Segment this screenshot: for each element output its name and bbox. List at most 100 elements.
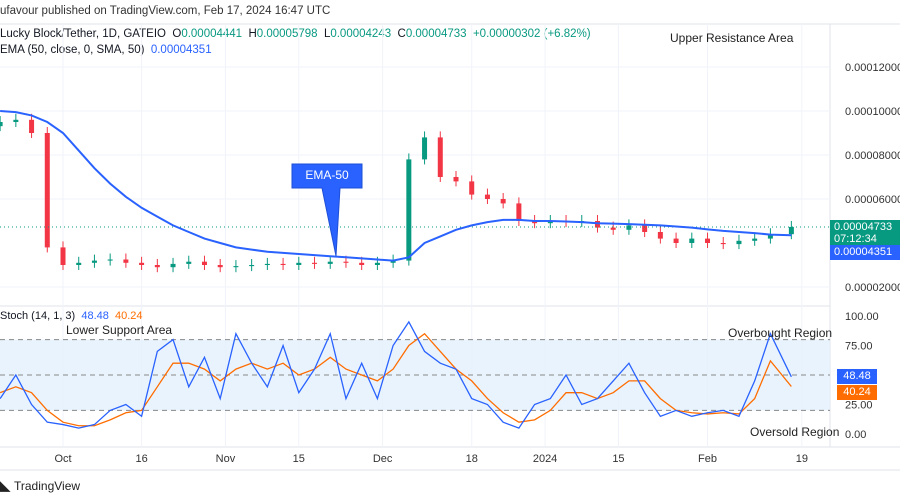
candle-body — [296, 262, 302, 265]
candle-body — [343, 261, 349, 263]
footer-brand[interactable]: TradingView — [14, 479, 81, 493]
stoch-tick: 75.00 — [845, 341, 873, 353]
time-tick: Dec — [373, 453, 393, 465]
open-value: 0.00004441 — [181, 28, 243, 40]
candle-body — [767, 234, 773, 239]
candle-body — [217, 265, 223, 268]
ema-value: 0.00004351 — [150, 44, 212, 56]
price-tick: 0.00008000 — [845, 150, 900, 162]
candle-body — [201, 261, 207, 265]
countdown: 07:12:34 — [834, 233, 877, 245]
candle-body — [469, 181, 475, 195]
candle-body — [594, 221, 600, 228]
candle-body — [76, 262, 82, 265]
tradingview-logo-icon: ◣ — [0, 478, 10, 493]
stoch-tick: 100.00 — [845, 311, 879, 323]
candle-body — [107, 259, 113, 261]
stoch-d-value: 40.24 — [115, 310, 143, 322]
footer: ◣ TradingView — [0, 478, 80, 494]
ema-legend[interactable]: EMA (50, close, 0, SMA, 50) 0.00004351 — [0, 44, 212, 56]
stoch-d-tag: 40.24 — [837, 385, 877, 400]
ema-label: EMA (50, close, 0, SMA, 50) — [0, 44, 145, 56]
oversold-label: Oversold Region — [750, 425, 840, 439]
candle-body — [657, 232, 663, 239]
price-tick: 0.00006000 — [845, 194, 900, 206]
candle-body — [327, 261, 333, 264]
open-label: O — [172, 28, 182, 40]
candle-body — [44, 133, 50, 248]
close-label: C — [397, 28, 406, 40]
candle-body — [422, 137, 428, 160]
candle-body — [705, 238, 711, 243]
last-price: 0.00004733 — [834, 221, 893, 233]
stoch-legend[interactable]: Stoch (14, 1, 3) 48.48 40.24 — [0, 310, 143, 322]
publisher-line: ufavour published on TradingView.com, Fe… — [0, 5, 331, 17]
candle-body — [0, 122, 3, 127]
time-tick: 19 — [796, 453, 808, 465]
candle-body — [500, 199, 506, 204]
stoch-k-value: 48.48 — [81, 310, 109, 322]
candle-body — [720, 243, 726, 245]
candle-body — [626, 225, 632, 230]
candle-body — [264, 263, 270, 265]
stoch-k-tag: 48.48 — [837, 369, 877, 384]
candle-body — [484, 194, 490, 199]
low-label: L — [323, 28, 331, 40]
candle-body — [280, 263, 286, 265]
time-tick: 15 — [293, 453, 305, 465]
candle-body — [788, 226, 794, 235]
stoch-tick: 0.00 — [845, 429, 866, 441]
lower-support-label: Lower Support Area — [66, 323, 173, 337]
ema-price-tag: 0.00004351 — [830, 245, 900, 260]
stoch-label: Stoch (14, 1, 3) — [0, 310, 76, 322]
stoch-d-line — [0, 332, 792, 427]
candle-body — [406, 159, 412, 261]
candle-body — [610, 227, 616, 230]
candle-body — [186, 261, 192, 264]
time-tick: Feb — [698, 453, 717, 465]
candle-body — [532, 221, 538, 224]
ema-callout-label: EMA-50 — [305, 168, 349, 182]
time-tick: 16 — [135, 453, 147, 465]
overbought-label: Overbought Region — [728, 326, 833, 340]
last-price-tag: 0.00004733 07:12:34 — [830, 220, 900, 245]
symbol-legend: Lucky Block/Tether, 1D, GATEIO O0.000044… — [0, 28, 591, 40]
time-tick: 18 — [466, 453, 478, 465]
ema-line — [0, 110, 792, 262]
high-label: H — [248, 28, 257, 40]
symbol-name[interactable]: Lucky Block/Tether, 1D, GATEIO — [0, 28, 166, 40]
candle-body — [642, 225, 648, 232]
candle-body — [689, 238, 695, 243]
candle-body — [91, 260, 97, 263]
candle-body — [359, 262, 365, 265]
low-value: 0.00004243 — [330, 28, 392, 40]
price-tick: 0.00002000 — [845, 282, 900, 294]
candle-body — [437, 137, 443, 177]
candle-body — [139, 262, 145, 265]
upper-resistance-label: Upper Resistance Area — [670, 31, 794, 45]
price-tick: 0.00012000 — [845, 62, 900, 74]
candle-body — [249, 265, 255, 267]
candle-body — [60, 247, 66, 265]
candle-body — [312, 262, 318, 264]
candle-body — [123, 259, 129, 263]
time-tick: 15 — [612, 453, 624, 465]
close-value: 0.00004733 — [405, 28, 467, 40]
time-tick: 2024 — [533, 453, 557, 465]
candle-body — [13, 119, 19, 122]
high-value: 0.00005798 — [256, 28, 318, 40]
stoch-k-line — [0, 320, 792, 429]
candle-body — [390, 260, 396, 263]
candle-body — [374, 262, 380, 265]
candle-body — [29, 119, 35, 133]
time-tick: Nov — [216, 453, 236, 465]
change-value: +0.00000302 (+6.82%) — [472, 28, 591, 40]
stoch-tick: 25.00 — [845, 400, 873, 412]
candle-body — [154, 265, 160, 268]
time-tick: Oct — [54, 453, 71, 465]
candle-body — [752, 238, 758, 241]
candle-body — [736, 240, 742, 245]
candle-body — [673, 238, 679, 243]
price-tick: 0.00010000 — [845, 106, 900, 118]
